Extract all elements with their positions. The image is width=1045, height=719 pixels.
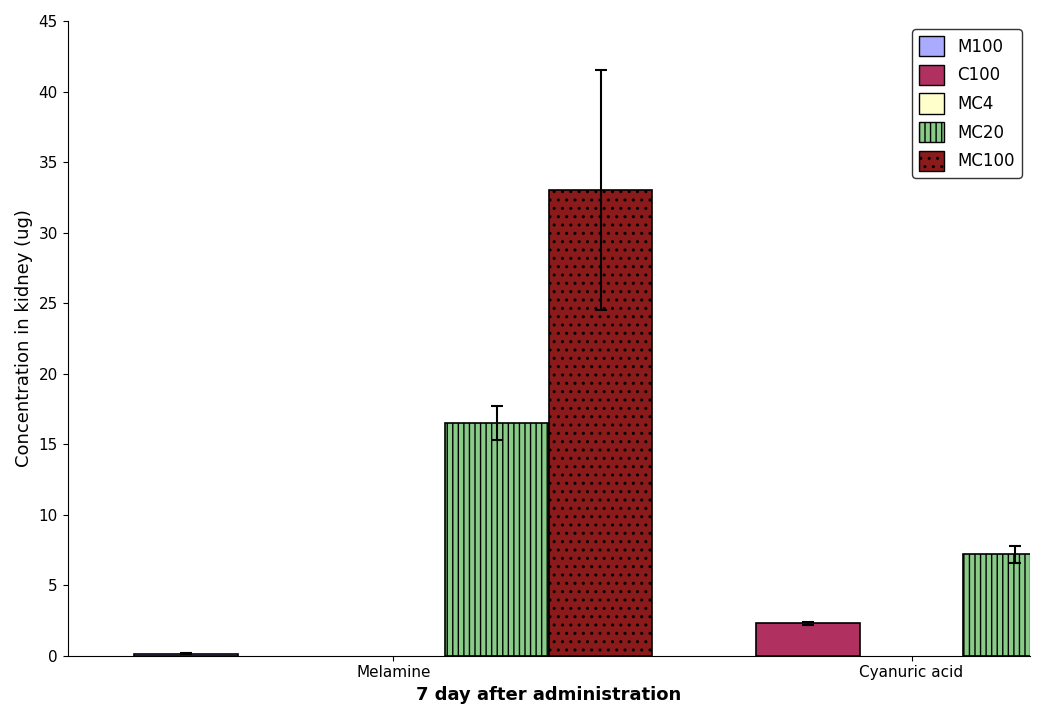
Legend: M100, C100, MC4, MC20, MC100: M100, C100, MC4, MC20, MC100 <box>912 29 1022 178</box>
Bar <box>445 423 549 656</box>
X-axis label: 7 day after administration: 7 day after administration <box>416 686 681 704</box>
Y-axis label: Concentration in kidney (ug): Concentration in kidney (ug) <box>15 209 33 467</box>
Bar <box>757 623 860 656</box>
Bar <box>134 654 238 656</box>
Bar <box>549 191 652 656</box>
Bar <box>963 554 1045 656</box>
